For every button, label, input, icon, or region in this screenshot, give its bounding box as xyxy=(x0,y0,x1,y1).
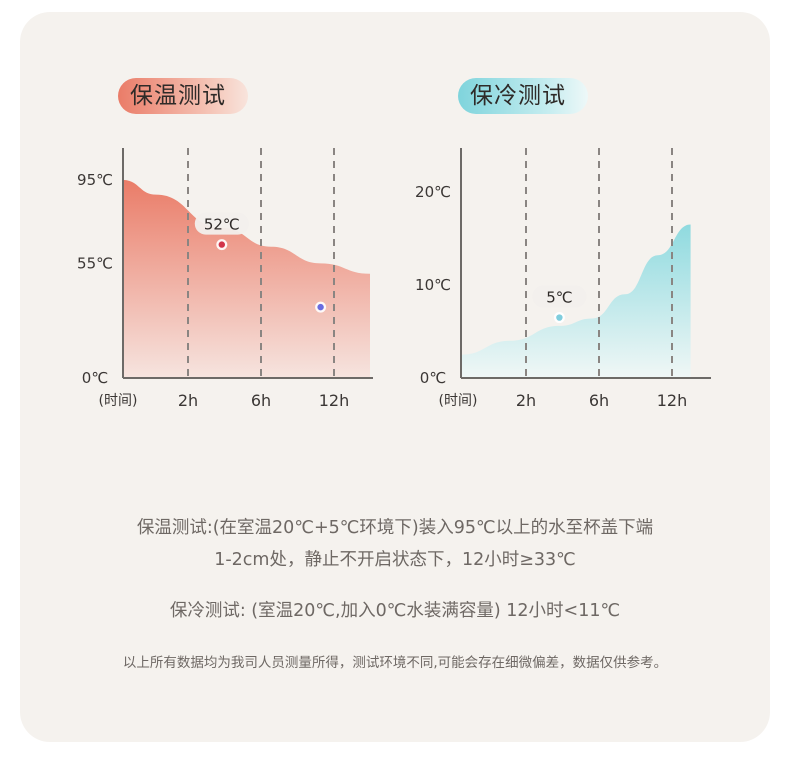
warm-chart: 95℃ 55℃ 0℃ (时间) 2h 6h 12h 52℃ xyxy=(77,148,373,410)
marker-label-bg xyxy=(194,212,249,235)
x-axis-title: (时间) xyxy=(99,393,138,409)
data-marker xyxy=(556,314,563,321)
cold-test-title: 保冷测试 xyxy=(458,78,588,114)
warm-test-note: 保温测试:(在室温20℃+5℃环境下)装入95℃以上的水至杯盖下端 1-2cm处… xyxy=(20,512,770,576)
y-tick-label: 95℃ xyxy=(77,171,113,189)
disclaimer-note: 以上所有数据均为我司人员测量所得，测试环境不同,可能会存在细微偏差，数据仅供参考… xyxy=(122,655,668,671)
data-marker xyxy=(317,303,324,311)
marker-label: 52℃ xyxy=(204,216,240,234)
y-tick-label: 10℃ xyxy=(415,276,451,294)
x-tick-label: 6h xyxy=(251,391,271,410)
x-tick-label: 12h xyxy=(319,391,350,410)
cold-chart: 20℃ 10℃ 0℃ (时间) 2h 6h 12h 5℃ xyxy=(415,148,711,410)
data-marker xyxy=(218,241,225,248)
x-axis-title: (时间) xyxy=(439,393,478,409)
x-tick-label: 6h xyxy=(589,391,609,410)
y-tick-label: 0℃ xyxy=(420,369,446,387)
x-tick-label: 2h xyxy=(178,391,198,410)
x-tick-label: 2h xyxy=(516,391,536,410)
area-series xyxy=(123,180,370,378)
warm-test-title: 保温测试 xyxy=(118,78,248,114)
x-tick-label: 12h xyxy=(657,391,688,410)
area-series xyxy=(461,224,691,378)
note-line-1: 保温测试:(在室温20℃+5℃环境下)装入95℃以上的水至杯盖下端 xyxy=(136,518,654,538)
marker-label-bg xyxy=(532,285,587,308)
marker-label: 5℃ xyxy=(546,289,572,307)
y-tick-label: 0℃ xyxy=(82,369,108,387)
y-tick-label: 20℃ xyxy=(415,183,451,201)
note-line-2: 1-2cm处，静止不开启状态下，12小时≥33℃ xyxy=(214,550,576,570)
y-tick-label: 55℃ xyxy=(77,254,113,272)
cold-test-note: 保冷测试: (室温20℃,加入0℃水装满容量) 12小时<11℃ xyxy=(169,601,621,621)
